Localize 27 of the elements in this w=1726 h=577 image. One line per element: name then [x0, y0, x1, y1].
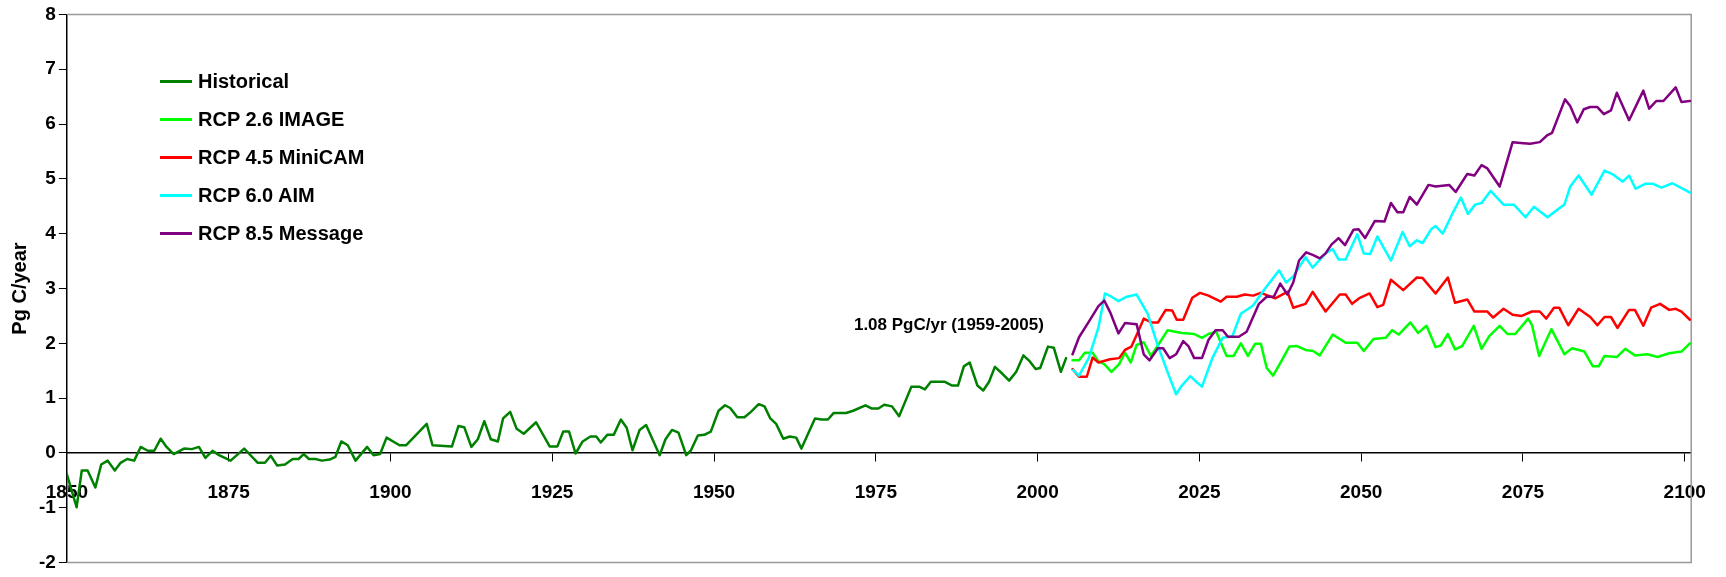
legend-label: RCP 8.5 Message [198, 221, 364, 245]
y-tick-label: 3 [45, 276, 56, 298]
x-tick-label: 1900 [369, 480, 412, 502]
x-tick-label: 1950 [692, 480, 736, 502]
x-tick-label: 2025 [1178, 480, 1221, 502]
annotation: 1.08 PgC/yr (1959-2005) [853, 315, 1044, 335]
legend-label: RCP 6.0 AIM [198, 183, 315, 207]
y-tick-label: 0 [45, 441, 56, 463]
y-tick-label: 4 [45, 221, 57, 243]
y-tick-label: 7 [45, 57, 56, 79]
y-tick-label: 2 [45, 331, 56, 353]
legend-label: Historical [198, 69, 290, 93]
y-axis-title: Pg C/year [7, 242, 30, 335]
x-tick-label: 1925 [531, 480, 574, 502]
x-tick-label: 1875 [207, 480, 251, 502]
y-tick-label: 5 [45, 167, 57, 189]
y-tick-label: 1 [45, 386, 57, 408]
x-tick-label: 1975 [854, 480, 898, 502]
x-tick-label: 2050 [1340, 480, 1383, 502]
x-tick-label: 2075 [1501, 480, 1545, 502]
legend-label: RCP 4.5 MiniCAM [198, 145, 365, 169]
legend-label: RCP 2.6 IMAGE [198, 107, 345, 131]
x-tick-label: 2100 [1663, 480, 1706, 502]
y-tick-label: 6 [45, 112, 56, 134]
y-tick-label: -2 [38, 550, 56, 572]
x-tick-label: 2000 [1016, 480, 1059, 502]
y-tick-label: 8 [45, 2, 56, 24]
